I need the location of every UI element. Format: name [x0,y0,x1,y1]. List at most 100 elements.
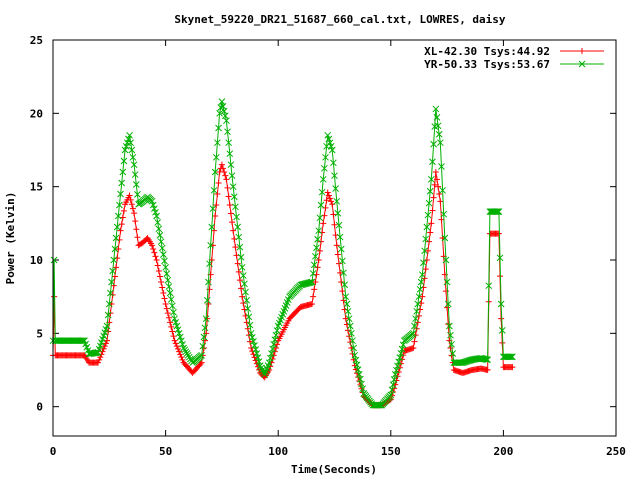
data-point [128,146,136,154]
data-point [171,337,178,344]
data-point [411,338,418,345]
data-point [312,252,319,260]
series-1 [50,161,516,409]
data-point [252,346,260,353]
data-point [397,349,405,357]
data-point [114,212,122,220]
data-point [420,259,427,267]
data-point [225,193,232,200]
data-point [50,256,58,264]
data-point [132,181,140,188]
data-point [177,351,184,358]
data-point [509,353,516,361]
data-point [399,341,407,349]
data-point [426,238,433,245]
data-point [331,221,338,228]
data-point [179,340,186,348]
data-point [443,278,451,286]
data-point [330,159,337,167]
data-point [213,202,220,208]
data-point [333,197,341,205]
data-point [326,195,333,202]
data-point [181,346,189,354]
data-point [493,208,500,215]
chart-title: Skynet_59220_DR21_51687_660_cal.txt, LOW… [174,13,506,26]
data-point [131,210,138,217]
data-point [335,221,343,229]
data-point [308,278,316,286]
data-point [153,212,160,220]
data-point [178,337,185,345]
data-point [497,300,505,308]
data-point [128,201,135,208]
data-point [317,201,325,209]
data-point [412,315,419,323]
data-point [337,245,345,253]
data-point [314,264,321,271]
data-point [179,356,186,363]
data-point [393,366,400,374]
data-point [161,257,168,265]
data-point [326,139,334,147]
data-point [184,351,192,359]
data-point [416,285,424,293]
data-point [345,315,353,323]
data-point [224,184,231,191]
data-point [95,359,102,366]
legend-marker [578,60,586,68]
data-point [200,345,207,351]
data-point [212,213,219,219]
data-point [422,266,429,273]
data-point [100,345,107,352]
data-point [203,296,211,304]
data-point [411,322,418,330]
data-point [214,139,221,147]
data-point [212,153,220,161]
data-point [350,344,357,352]
data-point [241,280,248,288]
data-point [155,268,162,274]
data-point [410,345,417,351]
data-point [215,124,222,132]
data-point [169,328,176,335]
data-point [436,139,444,147]
data-point [230,227,237,234]
data-point [102,340,109,347]
data-point [239,272,247,279]
data-point [132,218,139,225]
data-point [156,231,164,239]
data-point [339,257,346,265]
series-layer [49,98,516,409]
data-point [172,318,180,326]
data-point [433,176,440,183]
data-point [434,122,442,130]
data-point [423,223,431,231]
data-point [436,191,443,197]
data-point [424,211,432,219]
data-point [344,307,352,315]
data-point [232,244,239,251]
data-point [156,273,163,280]
data-point [126,131,133,139]
data-point [507,353,515,361]
data-point [389,381,397,389]
data-point [391,371,399,378]
data-point [158,279,165,285]
data-point [440,210,448,218]
data-point [432,105,440,113]
data-point [307,278,315,286]
data-point [310,293,317,300]
data-point [117,190,124,198]
data-point [424,247,431,254]
data-point [310,261,318,269]
x-tick-label: 200 [493,445,513,458]
data-point [483,356,490,363]
data-point [166,289,174,297]
data-point [204,315,211,322]
data-point [444,300,452,308]
data-point [439,186,446,194]
data-point [334,251,341,258]
data-point [221,169,228,175]
data-point [242,288,249,296]
data-point [205,278,212,286]
